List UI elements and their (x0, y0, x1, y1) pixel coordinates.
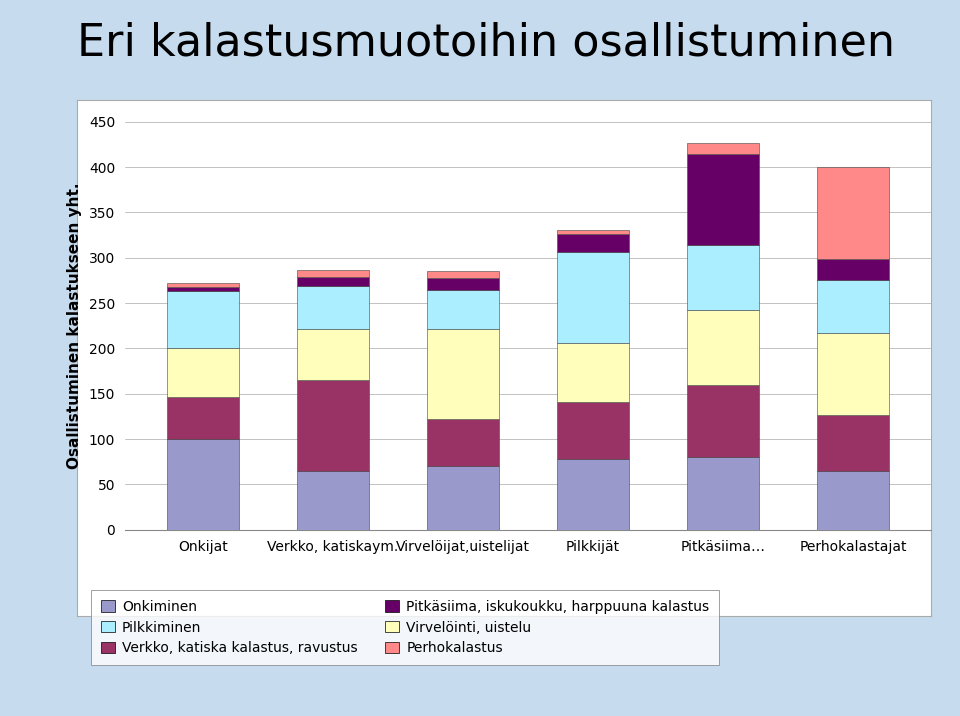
Bar (557, 252, 629, 343)
Bar (817, 415, 889, 471)
Bar (687, 458, 758, 530)
Bar (817, 167, 889, 258)
Legend: Onkiminen, Pilkkiminen, Verkko, katiska kalastus, ravustus, Pitkäsiima, iskukouk: Onkiminen, Pilkkiminen, Verkko, katiska … (91, 590, 719, 665)
Bar (167, 349, 239, 397)
Bar (167, 291, 239, 349)
Bar (557, 459, 629, 530)
Y-axis label: Osallistuminen kalastukseen yht.: Osallistuminen kalastukseen yht. (67, 183, 82, 469)
Bar (427, 271, 499, 278)
Bar (427, 329, 499, 419)
Bar (687, 245, 758, 310)
Bar (817, 281, 889, 333)
Bar (817, 333, 889, 415)
Bar (687, 142, 758, 155)
Bar (817, 471, 889, 530)
Bar (427, 278, 499, 289)
Bar (167, 397, 239, 439)
Bar (427, 466, 499, 530)
Bar (167, 283, 239, 287)
Bar (167, 287, 239, 291)
Bar (557, 343, 629, 402)
Bar (298, 380, 369, 471)
Bar (817, 258, 889, 281)
Bar (298, 286, 369, 329)
Bar (687, 384, 758, 458)
Bar (557, 230, 629, 234)
Bar (427, 289, 499, 329)
Bar (298, 329, 369, 380)
Bar (167, 439, 239, 530)
Bar (687, 310, 758, 384)
Text: Eri kalastusmuotoihin osallistuminen: Eri kalastusmuotoihin osallistuminen (77, 21, 895, 64)
Bar (687, 155, 758, 245)
Bar (298, 269, 369, 277)
Bar (298, 471, 369, 530)
Bar (557, 234, 629, 252)
Bar (557, 402, 629, 459)
Bar (298, 277, 369, 286)
Bar (427, 419, 499, 466)
